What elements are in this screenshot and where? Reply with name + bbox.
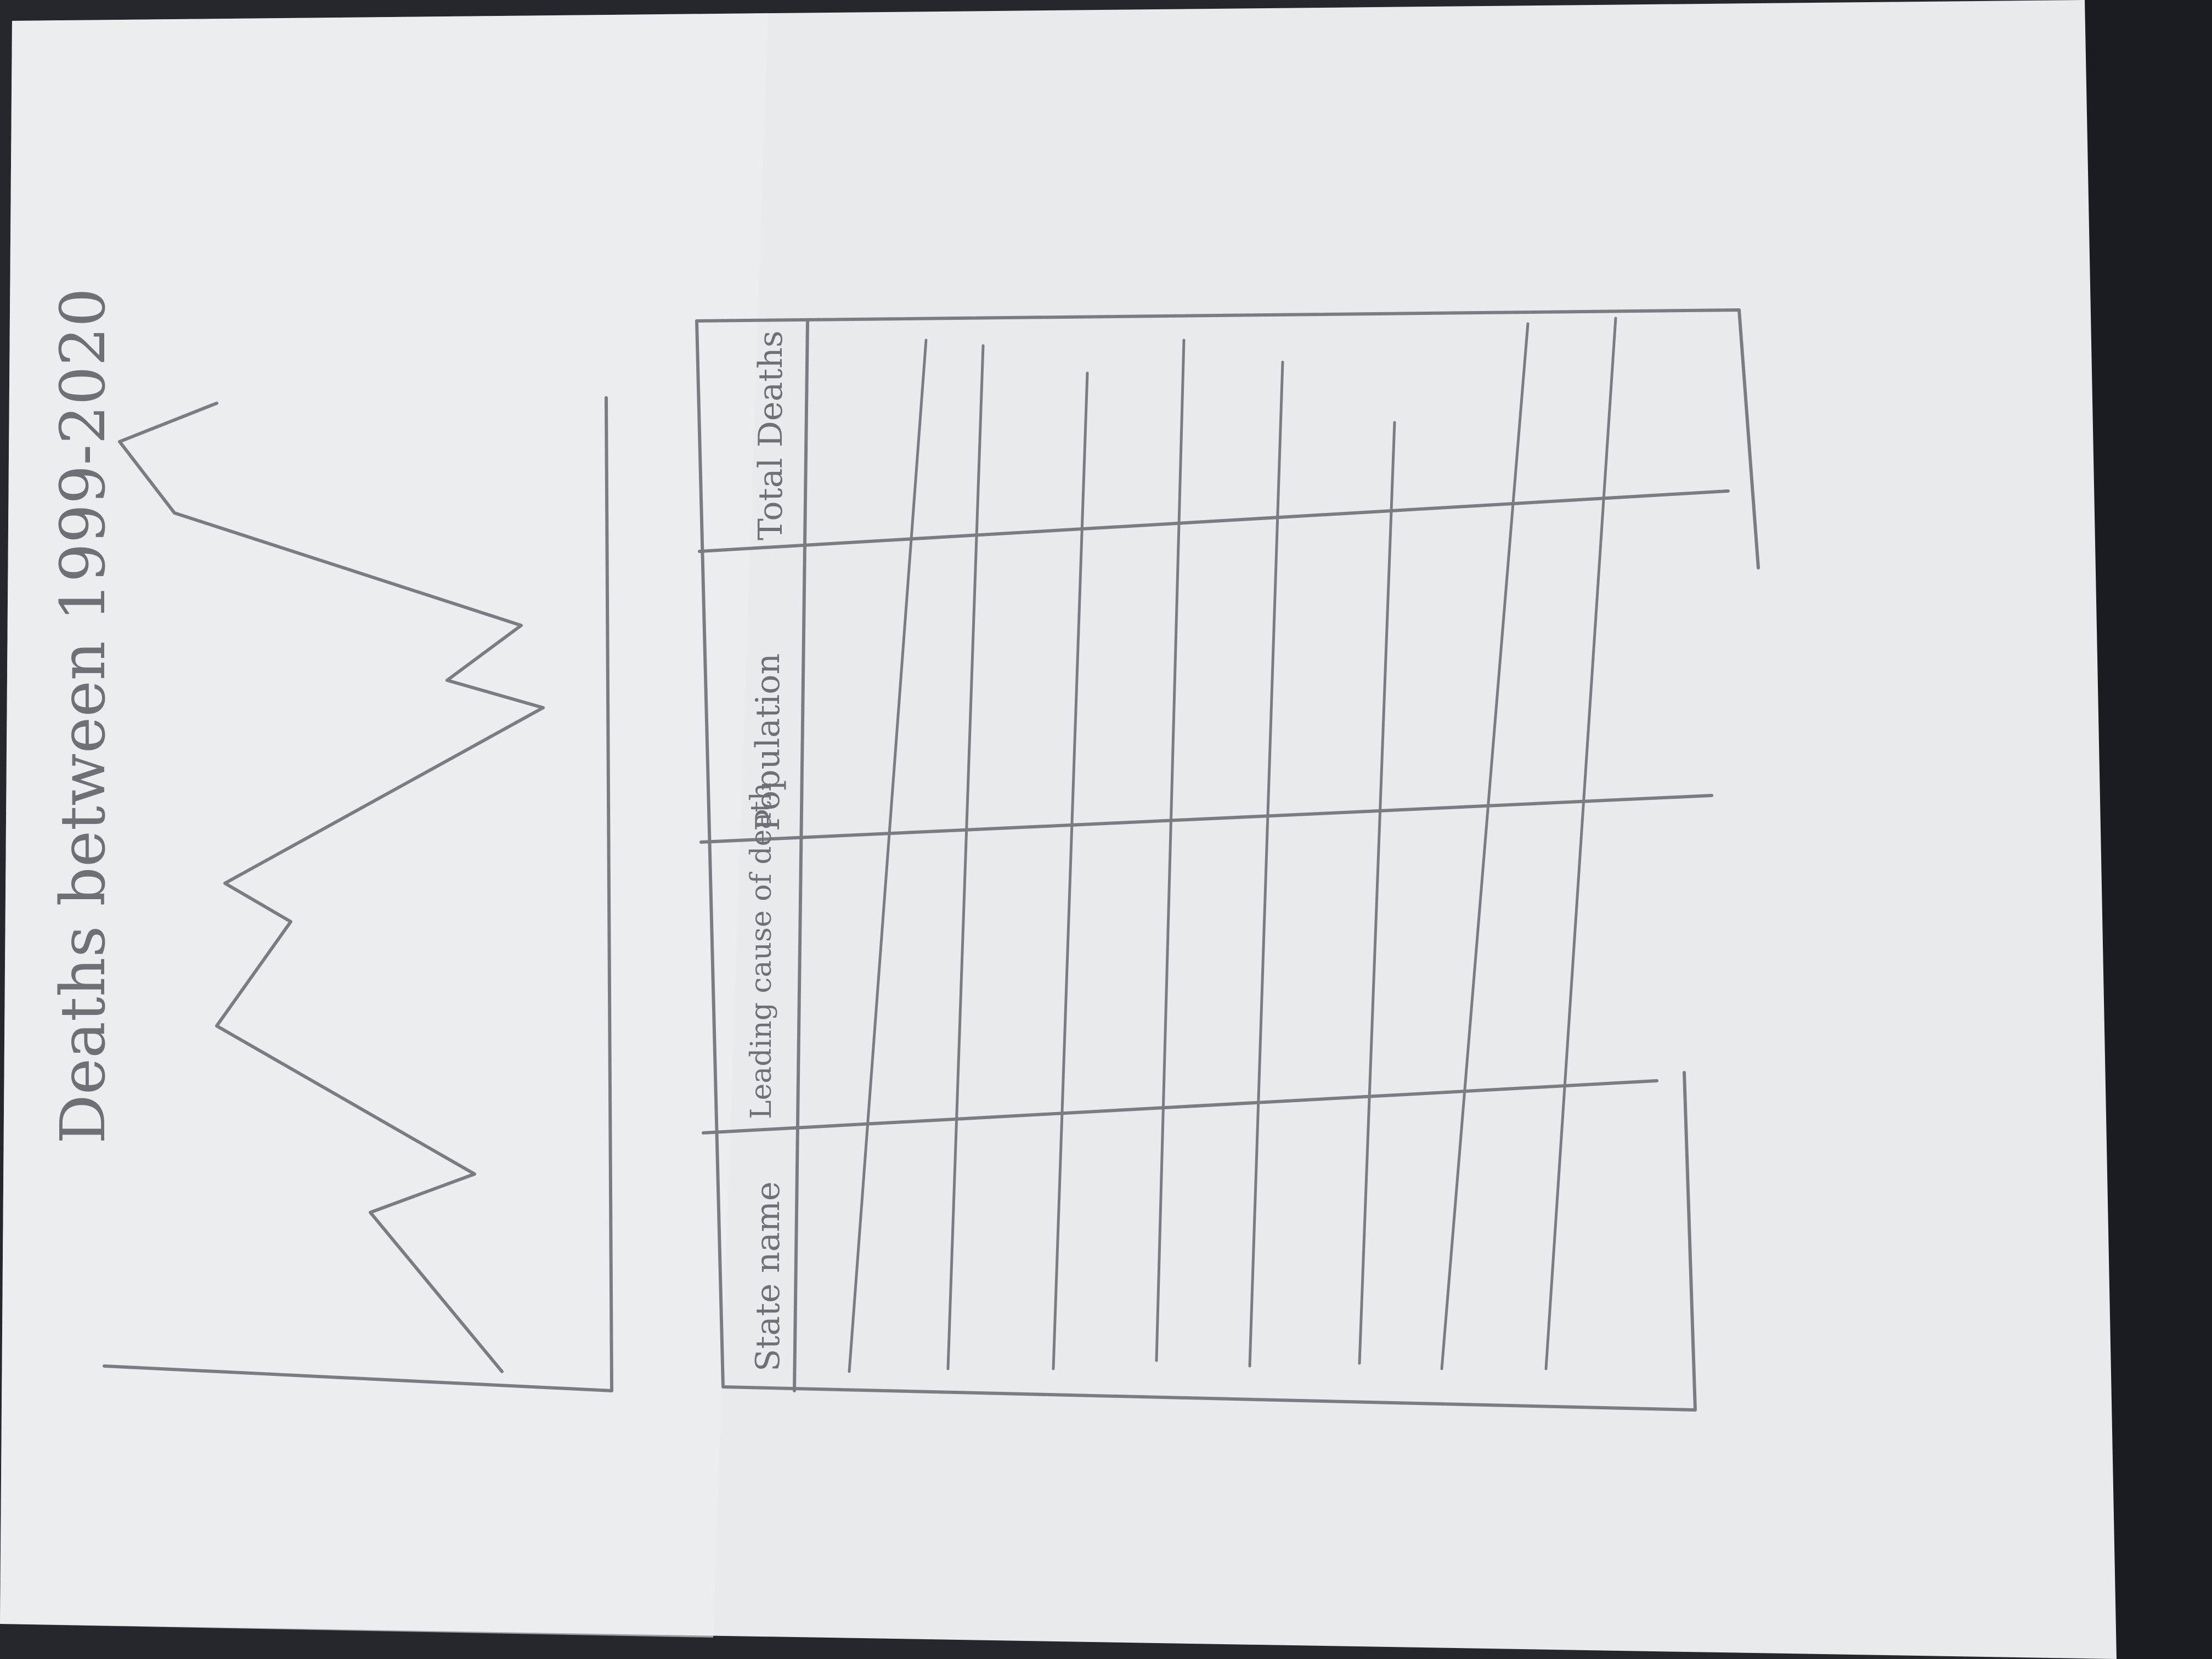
column-separator <box>699 794 1713 844</box>
table-row <box>1440 322 1530 1370</box>
table-row <box>1052 371 1089 1370</box>
chart-title: Deaths between 1999-2020 <box>48 288 119 1144</box>
header-divider <box>793 319 809 1392</box>
sketch-table: State name Leading cause of death Popula… <box>695 308 1760 1412</box>
table-row-lines <box>848 317 1617 1373</box>
chart-line <box>118 402 545 1373</box>
table-outer-border <box>695 319 1697 1412</box>
header-leading-cause: Leading cause of death <box>745 782 778 1119</box>
chart-axes <box>103 396 613 1392</box>
header-total-deaths: Total Deaths <box>752 330 790 540</box>
column-separator <box>702 1079 1658 1135</box>
table-row <box>848 338 928 1373</box>
table-row <box>946 344 985 1370</box>
table-row <box>1358 421 1396 1365</box>
column-separator <box>698 489 1730 553</box>
table-row <box>1155 338 1186 1362</box>
table-top-border <box>695 308 1760 569</box>
header-state-name: State name <box>749 1182 787 1372</box>
header-population: Population <box>749 653 787 831</box>
line-chart: Deaths between 1999-2020 <box>48 288 613 1392</box>
table-row <box>1544 317 1617 1370</box>
table-row <box>1248 360 1284 1368</box>
